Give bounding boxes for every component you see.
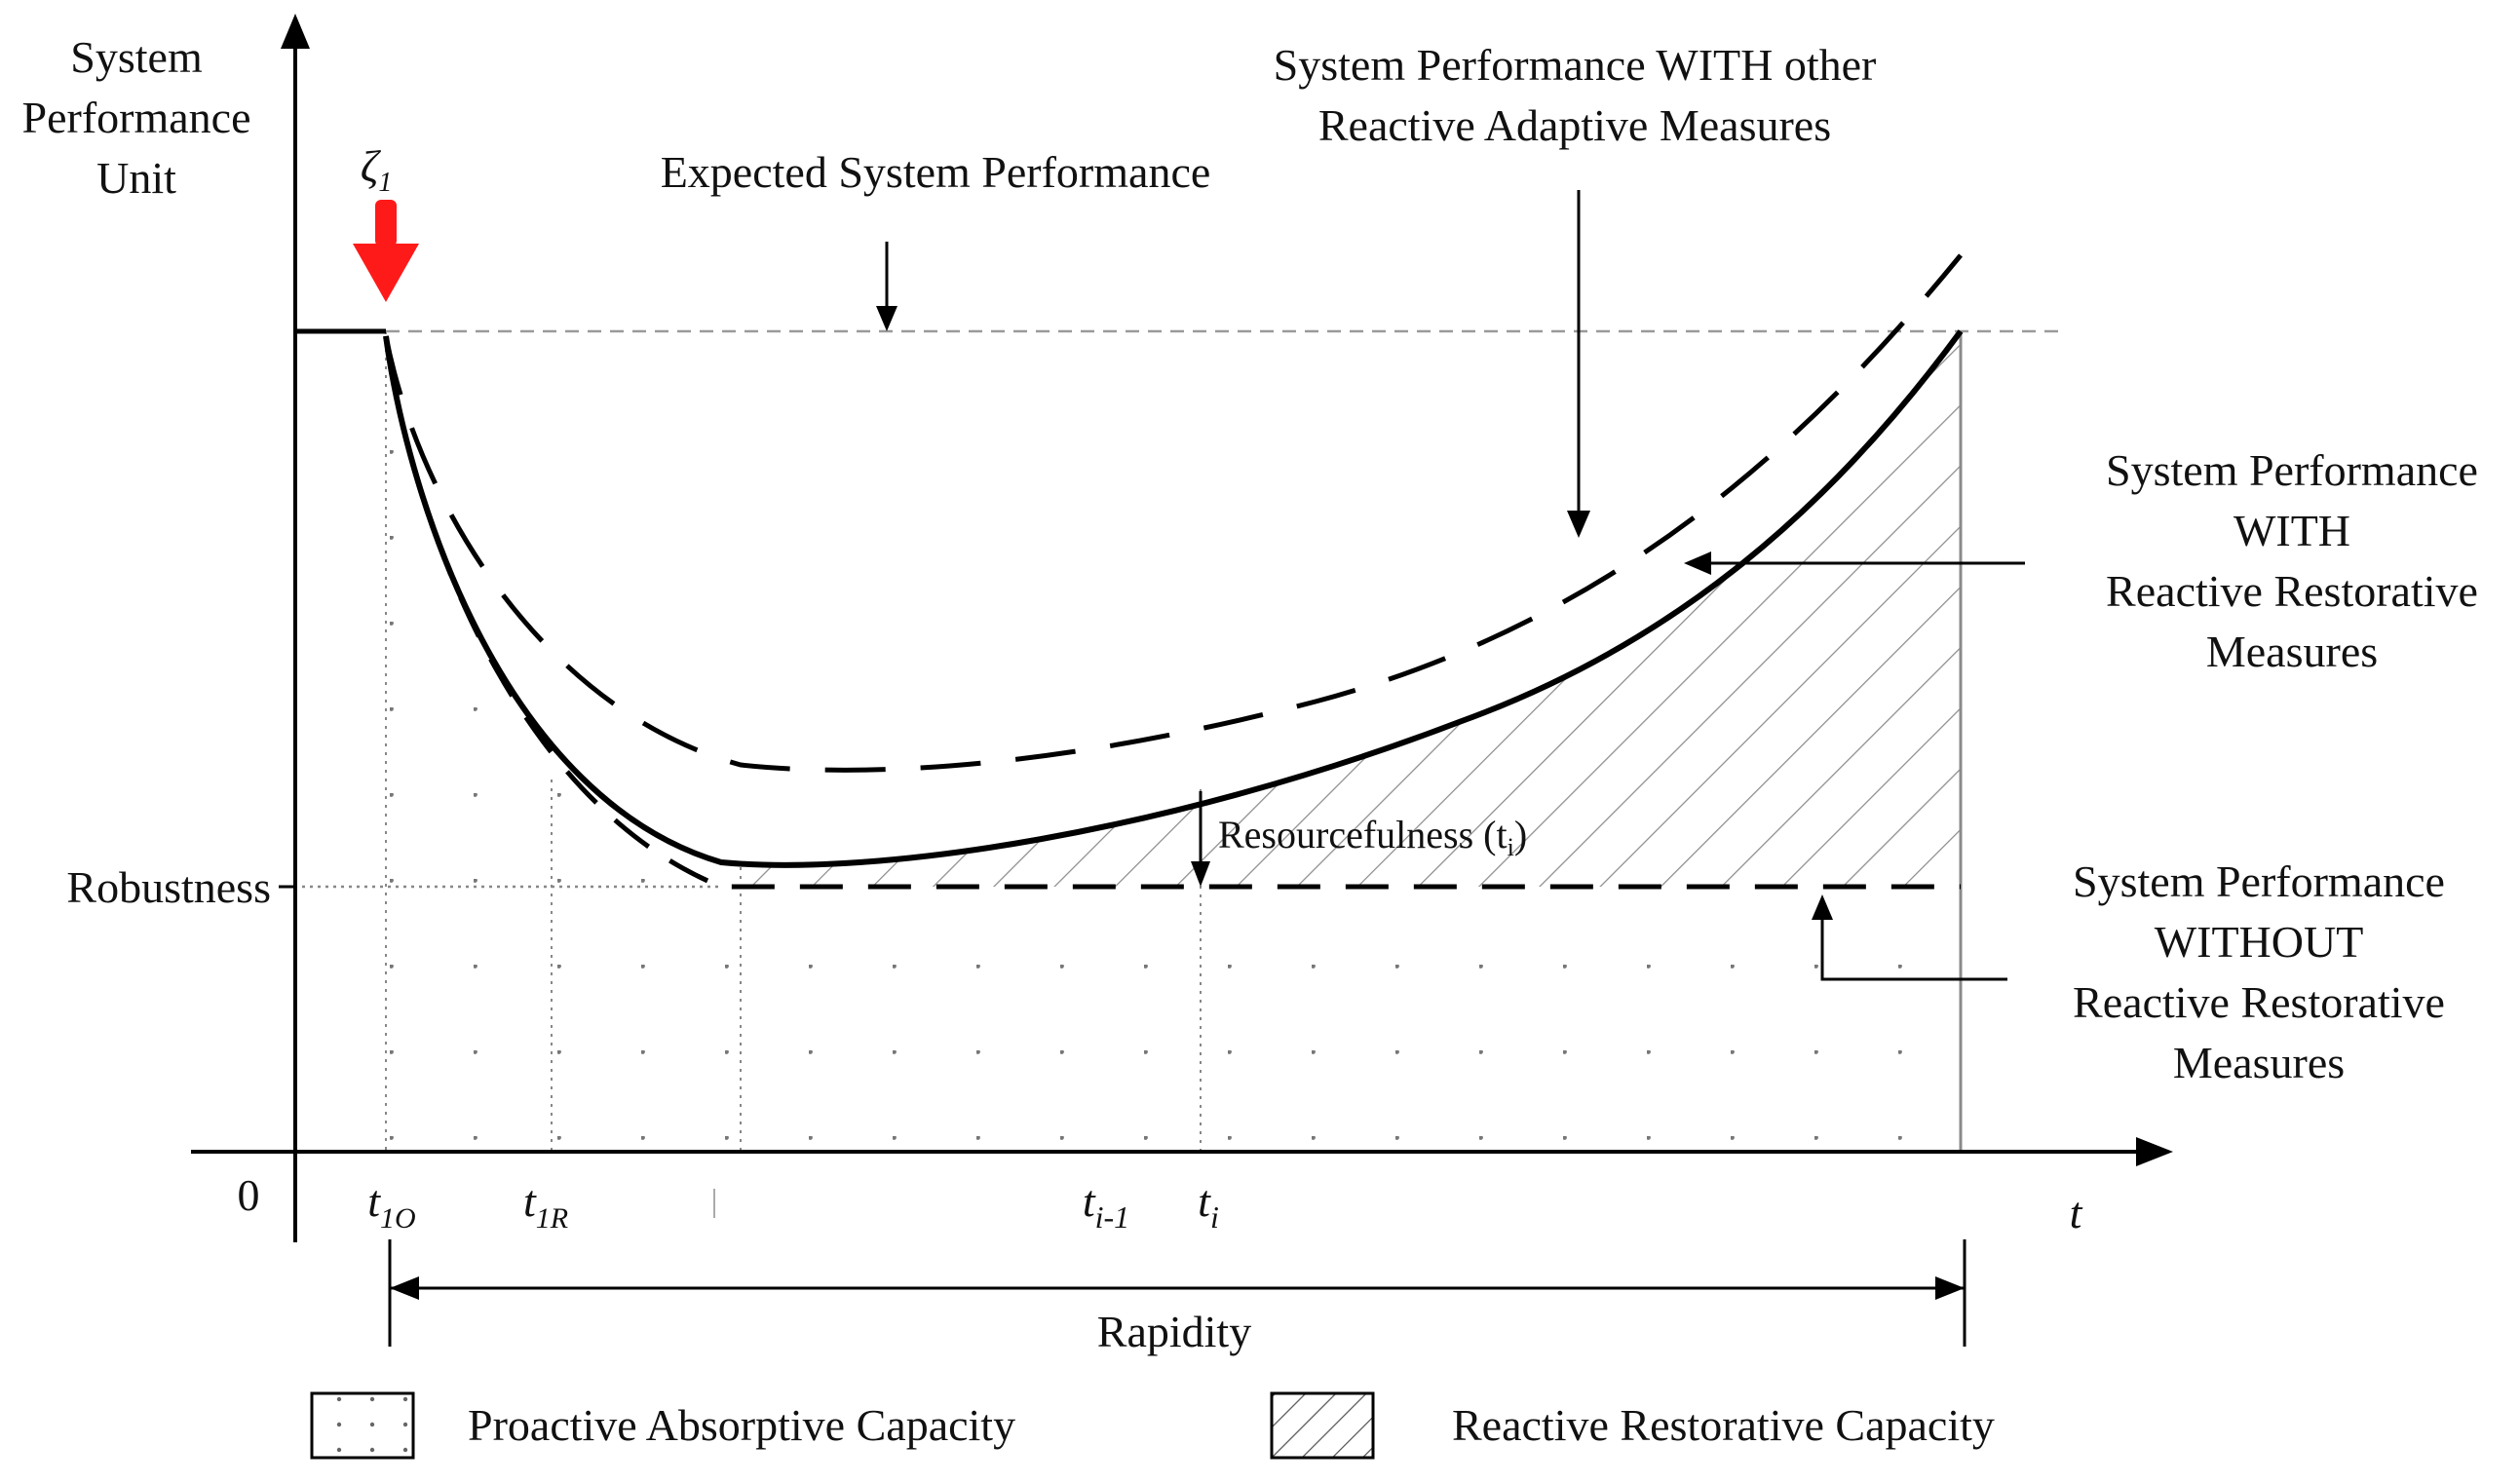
with-reactive-label-line4: Measures	[2206, 627, 2378, 676]
without-reactive-label-line3: Reactive Restorative	[2073, 977, 2445, 1027]
without-reactive-label-line4: Measures	[2173, 1038, 2345, 1087]
ti-minus-1-label: ti-1	[1083, 1176, 1129, 1235]
y-axis-arrowhead	[281, 14, 310, 49]
ti-label: ti	[1198, 1176, 1219, 1235]
with-reactive-label-line2: WITH	[2234, 506, 2350, 555]
without-reactive-label-line1: System Performance	[2073, 856, 2445, 906]
origin-label: 0	[238, 1170, 260, 1220]
with-reactive-label-line3: Reactive Restorative	[2106, 566, 2478, 616]
reactive-restorative-region	[721, 331, 1961, 887]
legend-reactive-label: Reactive Restorative Capacity	[1452, 1400, 1995, 1450]
with-reactive-pointer-head	[1684, 551, 1711, 575]
expected-performance-label: Expected System Performance	[661, 147, 1211, 197]
robustness-label: Robustness	[66, 862, 271, 912]
rapidity-right-head	[1935, 1276, 1965, 1300]
legend-proactive-label: Proactive Absorptive Capacity	[468, 1400, 1015, 1450]
legend-proactive-swatch	[310, 1391, 415, 1460]
proactive-absorptive-region	[386, 336, 1961, 1150]
y-axis-label-line1: System	[70, 32, 203, 82]
with-other-label-line2: Reactive Adaptive Measures	[1318, 100, 1831, 150]
t1r-label: t1R	[523, 1176, 568, 1235]
event-arrow-head	[353, 244, 419, 302]
without-reactive-label-line2: WITHOUT	[2155, 917, 2364, 967]
with-other-label-line1: System Performance WITH other	[1274, 40, 1877, 90]
y-axis-label-line3: Unit	[96, 153, 176, 203]
resourcefulness-label: Resourcefulness (ti)	[1218, 813, 1527, 861]
with-reactive-label-line1: System Performance	[2106, 445, 2478, 495]
t1o-label: t1O	[367, 1176, 415, 1235]
rapidity-left-head	[390, 1276, 419, 1300]
curve-with-other-adaptive	[383, 253, 1963, 773]
event-arrow-shaft	[375, 200, 397, 247]
event-label: ζ1	[361, 141, 393, 198]
without-reactive-pointer-head	[1812, 894, 1833, 920]
expected-pointer-head	[876, 306, 897, 331]
with-other-pointer-head	[1567, 511, 1590, 538]
curve-with-reactive	[383, 329, 1964, 868]
y-axis-label-line2: Performance	[22, 93, 251, 142]
resourcefulness-arrow-head	[1191, 861, 1210, 887]
without-reactive-pointer	[1820, 916, 2007, 981]
rapidity-label: Rapidity	[1097, 1307, 1251, 1356]
x-axis-label: t	[2070, 1188, 2083, 1237]
legend-reactive-swatch	[1270, 1391, 1375, 1460]
x-axis-arrowhead	[2136, 1137, 2173, 1166]
